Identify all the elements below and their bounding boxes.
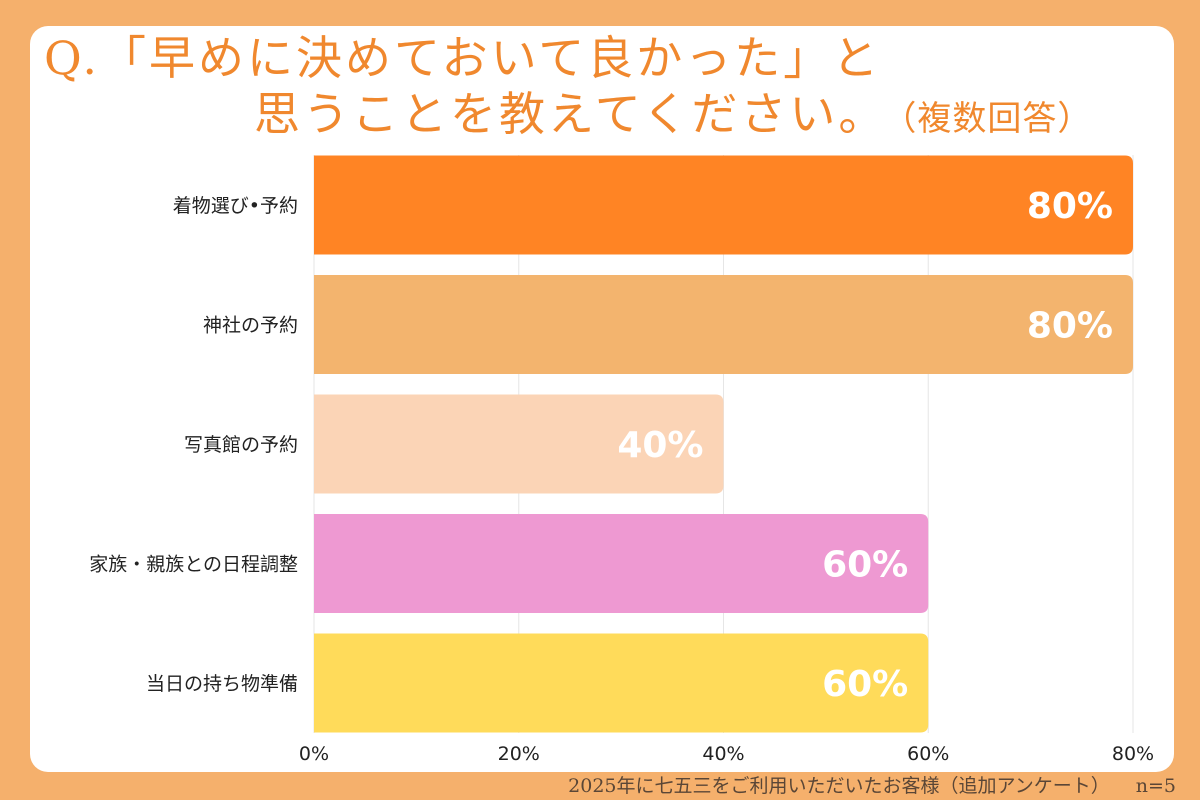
bar	[314, 155, 1133, 255]
category-label: 神社の予約	[203, 315, 298, 337]
title-line-1: Q.「早めに決めておいて良かった」と	[44, 31, 882, 85]
bar	[314, 514, 929, 613]
bar	[314, 394, 724, 494]
title-note: （複数回答）	[899, 99, 1093, 139]
title-line-2: 思うことを教えてください。 （複数回答）	[44, 86, 1092, 147]
source-text: 2025年に七五三をご利用いただいたお客様（追加アンケート）	[568, 775, 1110, 797]
sample-size: n=5	[1135, 775, 1176, 797]
bar-value-label: 80%	[1027, 186, 1113, 227]
bar-value-label: 40%	[617, 425, 703, 466]
bar	[314, 275, 1133, 374]
x-tick-label: 60%	[907, 743, 949, 765]
bar-value-label: 80%	[1027, 306, 1113, 347]
x-tick-label: 20%	[498, 743, 540, 765]
bar-value-label: 60%	[822, 664, 908, 705]
footer-source: 2025年に七五三をご利用いただいたお客様（追加アンケート） n=5	[568, 771, 1176, 798]
chart-title: Q.「早めに決めておいて良かった」と 思うことを教えてください。 （複数回答）	[44, 30, 1092, 147]
bar-value-label: 60%	[822, 545, 908, 586]
title-line-2-text: 思うことを教えてください。	[254, 87, 888, 141]
category-label: 家族・親族との日程調整	[89, 554, 298, 576]
x-tick-label: 80%	[1112, 743, 1154, 765]
bar	[314, 633, 929, 733]
category-label: 当日の持ち物準備	[146, 673, 298, 695]
category-label: 着物選び•予約	[173, 195, 298, 217]
category-label: 写真館の予約	[184, 434, 298, 456]
x-tick-label: 0%	[299, 743, 329, 765]
x-tick-label: 40%	[702, 743, 744, 765]
